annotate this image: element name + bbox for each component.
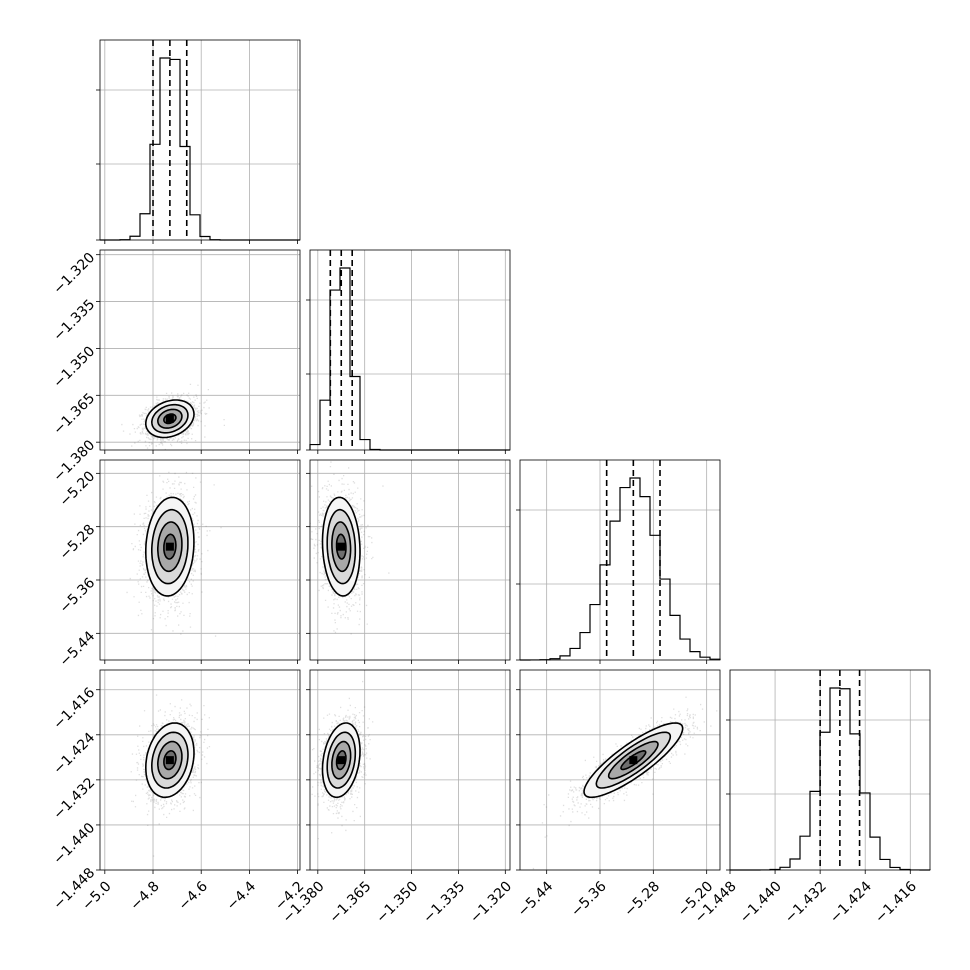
contour-level-3 [144,722,195,799]
contour-level-1 [607,740,659,780]
y-tick-label: −1.320 [50,250,98,298]
histogram-panel-p3: −1.448−1.440−1.432−1.424−1.416 [692,669,931,926]
axis-frame [99,459,301,661]
contour-level-1 [156,408,183,429]
density-peak [337,542,346,551]
x-tick-label: −4.6 [176,878,211,913]
contour-level-2 [151,508,189,585]
contour-level-3 [583,722,684,799]
axis-frame [99,669,301,871]
panel-content [532,696,718,870]
x-tick-label: −5.36 [568,878,610,920]
axis-frame [519,669,721,871]
histogram-p1 [309,267,510,451]
panel-content [121,383,225,450]
y-tick-label: −1.432 [50,775,98,823]
panel-content [310,461,390,635]
y-tick-label: −1.416 [50,685,98,733]
contour-level-2 [150,731,189,789]
contour-level-2 [150,403,189,434]
panel-content [126,471,222,637]
x-tick-label: −5.28 [621,878,663,920]
contour-level-1 [331,740,352,780]
contour-level-2 [595,731,672,789]
contour-level-3 [321,722,361,799]
y-tick-label: −1.335 [50,297,98,345]
density-peak [165,414,174,423]
axis-frame [729,669,931,871]
y-tick-label: −1.424 [50,730,98,778]
y-tick-label: −1.440 [50,820,98,868]
scatter-panel-p1-vs-p0: −1.380−1.365−1.350−1.335−1.320 [50,249,301,485]
contour-level-0 [163,413,177,425]
histogram-panel-p0 [96,39,301,244]
y-tick-label: −5.28 [57,522,99,564]
y-tick-label: −5.44 [57,628,99,670]
axis-frame [309,249,511,451]
histogram-p0 [100,57,300,241]
x-tick-label: −1.432 [782,878,830,926]
histogram-panel-p1 [306,249,511,454]
scatter-panel-p3-vs-p2: −5.44 −5.36 −5.28 −5.20 [515,669,721,920]
x-tick-label: −1.424 [827,878,875,926]
axis-frame [519,459,721,661]
contour-level-2 [326,508,357,585]
contour-level-0 [163,533,177,560]
scatter-panel-p2-vs-p1 [306,459,511,664]
y-tick-label: −1.365 [50,390,98,438]
contour-level-1 [157,521,183,573]
density-peak [337,756,346,765]
contour-level-0 [335,749,347,771]
x-tick-label: −1.416 [872,878,920,926]
histogram-p2 [519,477,721,661]
histogram-p3 [730,687,931,871]
scatter-panel-p2-vs-p0: −5.44−5.36−5.28−5.20 [57,459,301,670]
x-tick-label: −1.440 [737,878,785,926]
contour-level-3 [145,399,195,439]
axis-frame [99,39,301,241]
contour-level-0 [335,533,347,560]
panel-content [311,680,374,840]
density-peak [165,756,174,765]
contour-level-0 [620,749,647,771]
contour-level-0 [163,749,177,771]
x-tick-label: −5.44 [515,878,557,920]
y-tick-label: −1.350 [50,343,98,391]
contour-level-2 [326,731,357,789]
histogram-panel-p2 [516,459,721,664]
x-tick-label: −4.4 [224,878,259,913]
contour-level-3 [145,496,195,597]
axis-frame [99,249,301,451]
x-tick-label: −4.8 [127,878,162,913]
contour-level-3 [321,496,361,597]
contour-level-1 [156,740,183,780]
axis-frame [309,669,511,871]
x-tick-label: −1.335 [420,878,468,926]
x-tick-label: −1.365 [326,878,374,926]
panel-content [130,694,211,857]
contour-level-1 [331,521,352,573]
y-tick-label: −5.36 [57,575,99,617]
x-tick-label: −1.350 [373,878,421,926]
x-tick-label: −1.320 [467,878,515,926]
density-peak [629,756,638,765]
axis-frame [309,459,511,661]
scatter-panel-p3-vs-p1: −1.380−1.365−1.350−1.335−1.320 [280,669,515,926]
density-peak [165,542,174,551]
scatter-panel-p3-vs-p0: −5.0 −4.8 −4.6 −4.4 −4.2−1.448−1.440−1.432−1… [50,669,307,914]
